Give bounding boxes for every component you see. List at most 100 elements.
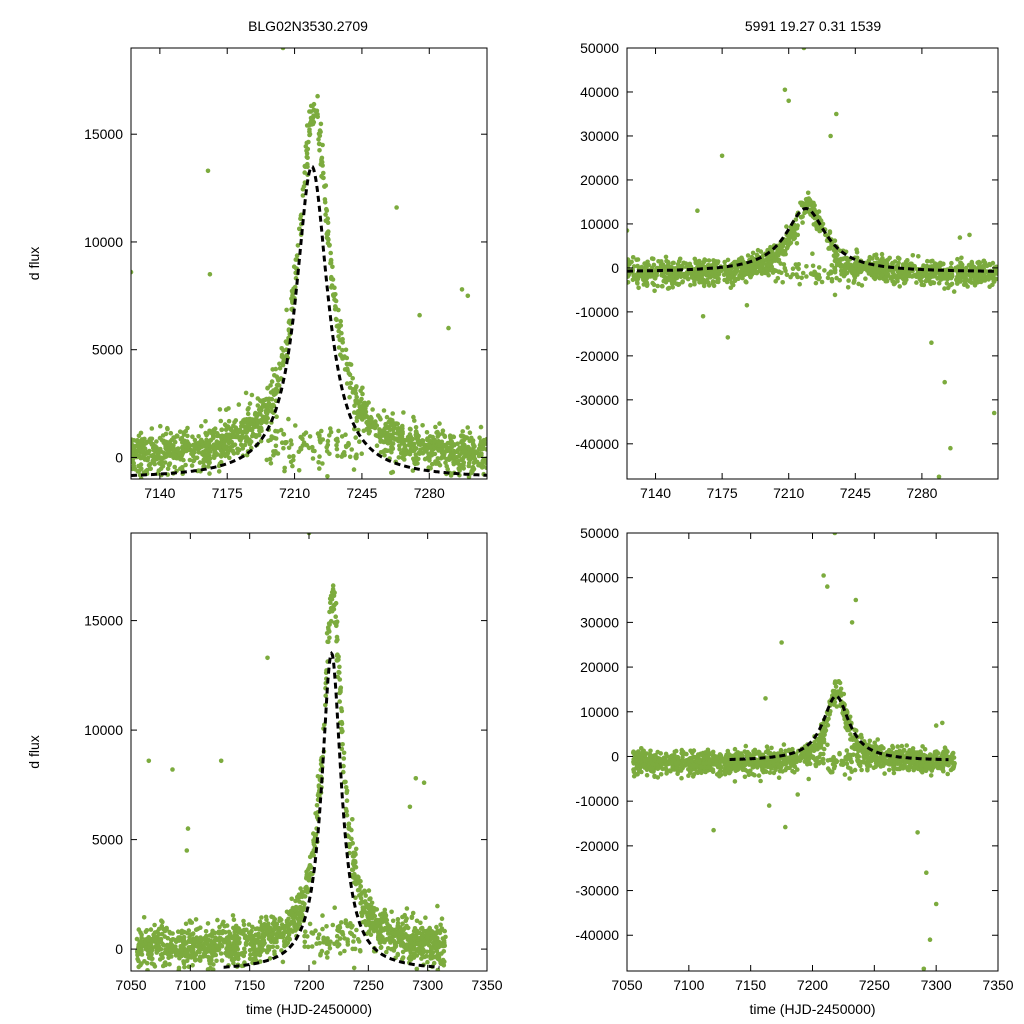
data-point-outlier: [828, 133, 833, 139]
data-point: [163, 950, 169, 955]
data-point: [156, 926, 162, 932]
data-point: [215, 973, 220, 978]
data-point: [404, 437, 410, 443]
data-point: [194, 935, 199, 940]
data-point: [317, 148, 322, 153]
data-point: [362, 889, 368, 894]
data-point: [235, 433, 240, 439]
data-point: [334, 446, 340, 452]
data-point: [320, 461, 325, 466]
data-point: [230, 913, 236, 918]
data-point: [905, 258, 910, 263]
data-point: [203, 419, 208, 424]
data-point: [331, 607, 337, 612]
data-point: [359, 396, 364, 402]
data-point: [805, 190, 811, 196]
data-point: [241, 918, 246, 924]
data-point: [781, 252, 787, 257]
data-point: [250, 924, 255, 930]
data-point: [778, 261, 783, 266]
data-point: [688, 282, 693, 288]
plot-area-bottom-left: [134, 533, 448, 982]
data-point: [320, 926, 325, 932]
data-point: [484, 436, 487, 442]
data-point-outlier: [413, 776, 419, 781]
data-point: [338, 318, 344, 324]
data-point: [414, 966, 420, 971]
data-point: [317, 454, 322, 459]
data-point: [146, 935, 151, 940]
data-point: [174, 455, 180, 461]
data-point: [665, 286, 671, 291]
data-point: [354, 394, 360, 400]
data-point: [417, 941, 422, 947]
data-point: [797, 281, 802, 287]
data-point: [794, 241, 800, 246]
data-point: [715, 260, 720, 266]
data-point: [204, 452, 210, 458]
data-point: [162, 928, 168, 934]
data-point-outlier: [936, 474, 942, 479]
data-point: [295, 243, 301, 248]
data-point: [635, 257, 641, 262]
data-point: [365, 427, 370, 433]
data-point: [835, 252, 840, 258]
data-point: [376, 937, 382, 942]
data-point: [436, 446, 442, 452]
data-point: [390, 469, 396, 475]
data-point: [230, 432, 236, 437]
data-point: [138, 476, 144, 479]
data-point: [349, 836, 354, 842]
data-point: [442, 442, 447, 448]
data-point: [680, 272, 685, 278]
axes-frame-top-left: [130, 47, 488, 480]
y-tick-label: 0: [115, 941, 123, 957]
data-point: [349, 447, 355, 452]
data-point: [146, 977, 151, 982]
data-point: [285, 341, 290, 346]
data-point: [198, 925, 203, 930]
data-point: [627, 280, 630, 285]
data-point: [944, 273, 950, 279]
data-point: [364, 420, 369, 425]
data-point: [784, 224, 789, 229]
data-point: [256, 407, 262, 412]
data-point: [168, 430, 174, 436]
data-point: [379, 439, 385, 444]
data-point-outlier: [786, 98, 791, 104]
data-point: [158, 455, 164, 461]
data-point: [134, 451, 139, 456]
data-point: [231, 956, 237, 962]
data-point: [859, 767, 864, 773]
data-point: [360, 905, 366, 910]
data-point: [928, 259, 934, 264]
data-point: [328, 600, 333, 605]
data-point: [307, 854, 313, 860]
y-tick-label: 0: [611, 260, 619, 276]
data-point: [839, 271, 844, 277]
data-point: [208, 961, 213, 966]
data-point: [418, 450, 423, 456]
data-point: [324, 206, 329, 212]
data-point: [209, 939, 215, 945]
data-point-outlier: [170, 767, 175, 772]
data-point: [369, 900, 375, 906]
data-point: [181, 934, 187, 940]
data-point: [333, 316, 339, 322]
data-point-outlier: [942, 379, 947, 385]
data-point: [351, 965, 357, 971]
data-point: [260, 932, 266, 937]
data-point-outlier: [744, 303, 750, 308]
data-point: [306, 866, 311, 872]
data-point: [689, 270, 694, 275]
data-point: [138, 939, 144, 944]
data-point: [987, 262, 993, 268]
data-point: [140, 449, 146, 454]
data-point: [261, 939, 266, 945]
data-point: [425, 929, 431, 935]
data-point: [884, 263, 889, 268]
data-point: [304, 123, 310, 128]
data-point: [310, 444, 315, 450]
data-point: [395, 951, 401, 957]
data-point-outlier: [948, 445, 953, 451]
